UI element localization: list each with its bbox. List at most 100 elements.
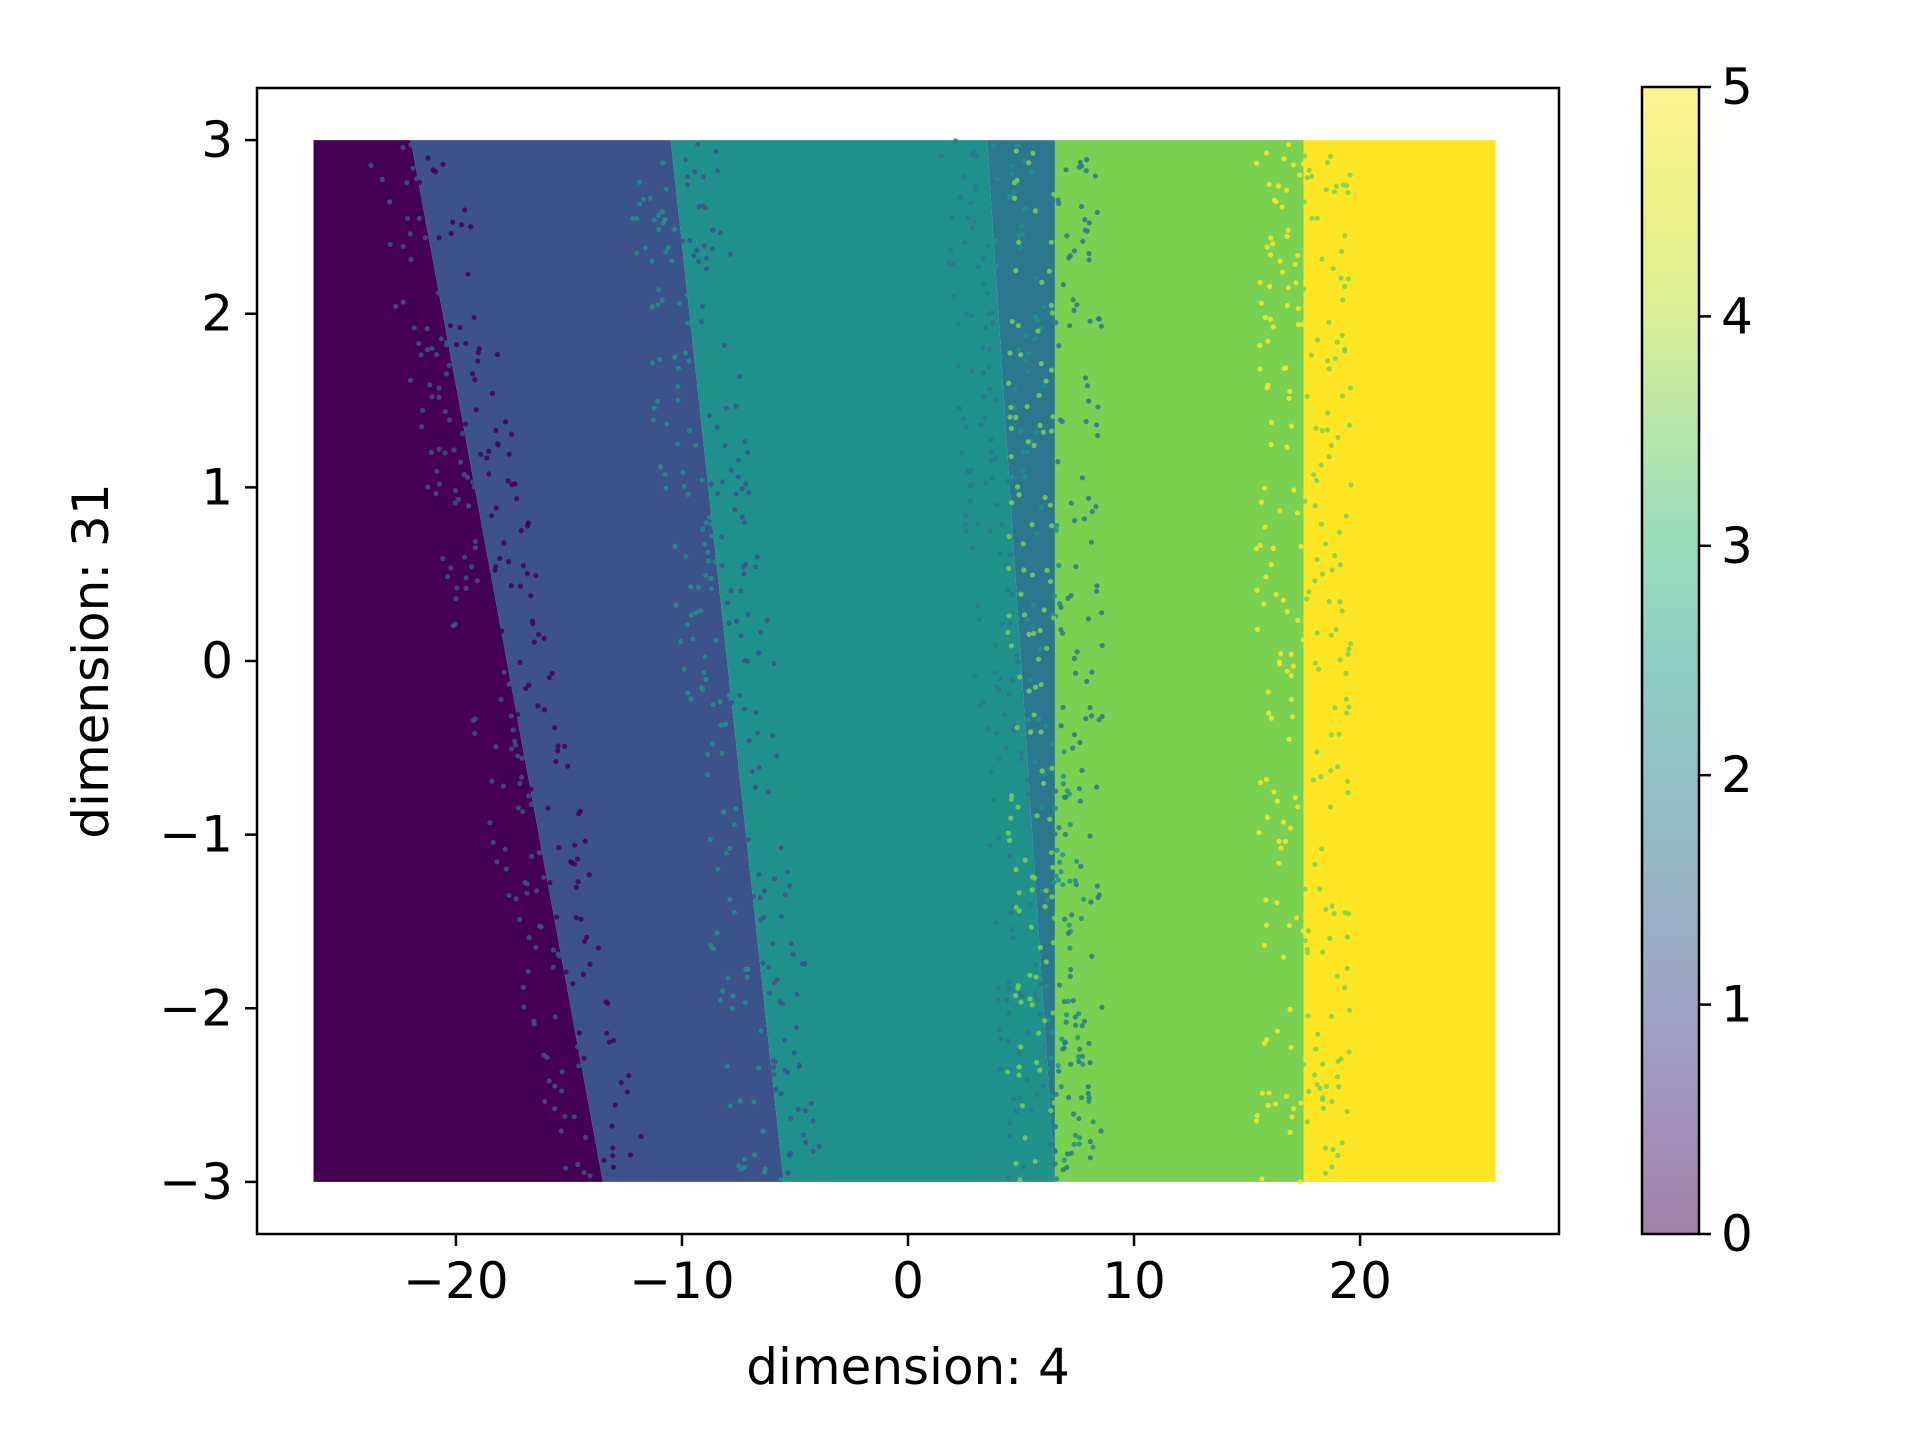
scatter-point (640, 196, 647, 202)
scatter-point (1343, 513, 1349, 519)
class-region-5 (1303, 140, 1496, 1182)
scatter-point (1032, 208, 1039, 214)
scatter-point (1076, 1058, 1082, 1065)
scatter-point (963, 528, 969, 534)
scatter-point (555, 743, 561, 749)
scatter-point (956, 405, 962, 411)
scatter-point (955, 320, 961, 327)
scatter-point (545, 805, 551, 811)
scatter-point (1094, 583, 1100, 589)
scatter-point (1076, 786, 1082, 792)
scatter-point (520, 563, 526, 569)
scatter-point (1287, 388, 1293, 395)
scatter-point (1078, 163, 1085, 169)
scatter-point (1315, 1031, 1321, 1037)
scatter-point (1274, 900, 1280, 906)
scatter-point (659, 208, 666, 215)
scatter-point (1016, 233, 1022, 239)
scatter-point (1016, 239, 1022, 245)
scatter-point (393, 303, 399, 310)
scatter-point (1266, 181, 1272, 187)
scatter-point (1067, 878, 1073, 884)
scatter-point (1314, 630, 1320, 636)
scatter-point (1256, 830, 1262, 836)
scatter-point (533, 573, 539, 579)
scatter-point (1018, 999, 1024, 1005)
scatter-point (1030, 623, 1036, 630)
scatter-point (436, 481, 442, 487)
scatter-point (647, 195, 653, 201)
scatter-point (1272, 1101, 1279, 1107)
scatter-point (1323, 1083, 1330, 1089)
scatter-point (1023, 332, 1029, 338)
scatter-point (985, 243, 991, 249)
scatter-point (438, 336, 444, 342)
scatter-point (1029, 572, 1036, 578)
scatter-point (595, 945, 602, 951)
scatter-point (528, 801, 534, 807)
scatter-point (745, 449, 751, 455)
scatter-point (450, 219, 456, 225)
scatter-point (1006, 986, 1012, 992)
scatter-point (1017, 1177, 1023, 1183)
scatter-point (993, 238, 999, 244)
scatter-point (996, 756, 1002, 762)
scatter-point (1085, 1084, 1091, 1090)
scatter-point (500, 783, 506, 789)
scatter-point (728, 467, 734, 473)
scatter-point (1043, 888, 1049, 894)
scatter-point (531, 639, 537, 645)
scatter-point (408, 142, 414, 148)
scatter-point (654, 398, 661, 405)
scatter-point (472, 538, 478, 544)
scatter-point (1038, 325, 1045, 331)
scatter-point (1031, 712, 1037, 718)
scatter-point (476, 346, 482, 352)
scatter-point (1277, 258, 1283, 264)
scatter-point (1293, 280, 1299, 286)
scatter-point (791, 1050, 797, 1056)
scatter-point (802, 1107, 809, 1114)
scatter-point (708, 586, 714, 592)
scatter-point (655, 301, 661, 308)
scatter-point (1346, 1007, 1353, 1013)
scatter-point (1006, 613, 1012, 619)
scatter-point (1058, 869, 1064, 875)
scatter-point (440, 555, 446, 562)
scatter-point (968, 313, 975, 319)
scatter-point (550, 947, 556, 953)
scatter-point (576, 1063, 582, 1069)
scatter-point (971, 219, 977, 225)
scatter-point (1268, 441, 1274, 448)
scatter-point (1049, 1030, 1055, 1036)
scatter-point (986, 346, 993, 352)
scatter-point (709, 521, 715, 527)
scatter-point (1280, 597, 1286, 603)
scatter-point (972, 673, 978, 679)
scatter-point (507, 681, 514, 687)
scatter-point (1067, 323, 1073, 329)
scatter-point (1259, 1176, 1265, 1182)
scatter-point (1082, 375, 1089, 381)
scatter-point (1295, 804, 1301, 810)
scatter-point (778, 1177, 784, 1183)
scatter-point (1080, 1061, 1086, 1067)
scatter-point (1276, 838, 1282, 845)
scatter-point (408, 256, 414, 263)
scatter-point (453, 596, 459, 602)
scatter-point (982, 324, 989, 331)
scatter-point (1027, 902, 1033, 908)
scatter-point (495, 441, 501, 447)
scatter-point (429, 394, 435, 400)
scatter-point (660, 160, 666, 166)
scatter-point (1048, 1107, 1054, 1114)
scatter-point (999, 621, 1006, 628)
y-tick-label: 2 (201, 285, 233, 343)
scatter-point (1037, 1067, 1043, 1073)
scatter-point (1017, 674, 1023, 680)
scatter-point (1058, 1084, 1064, 1090)
scatter-point (1342, 233, 1348, 239)
scatter-point (1339, 608, 1345, 614)
scatter-point (993, 263, 999, 269)
scatter-point (1080, 896, 1087, 902)
